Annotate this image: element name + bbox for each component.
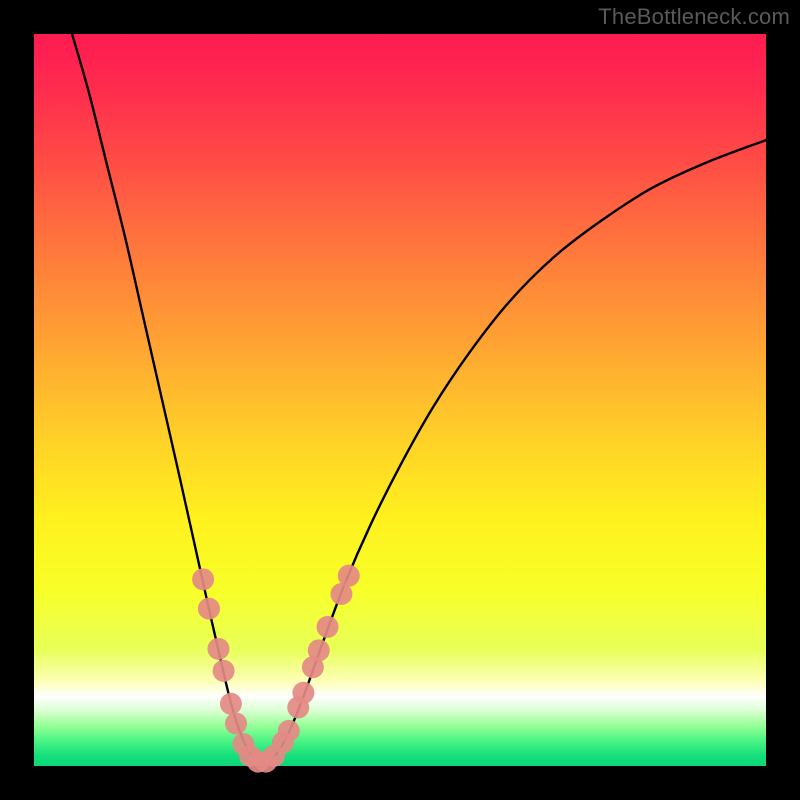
marker-dot — [278, 720, 300, 742]
marker-dot — [207, 638, 229, 660]
marker-dot — [213, 660, 235, 682]
marker-dot — [198, 598, 220, 620]
marker-dot — [308, 639, 330, 661]
marker-dot — [317, 616, 339, 638]
marker-dot — [338, 565, 360, 587]
marker-dot — [292, 682, 314, 704]
marker-dot — [225, 713, 247, 735]
curve-markers — [192, 565, 360, 773]
watermark-text: TheBottleneck.com — [598, 4, 790, 30]
figure-canvas: TheBottleneck.com — [0, 0, 800, 800]
bottleneck-curve — [34, 34, 766, 766]
marker-dot — [220, 693, 242, 715]
plot-area — [34, 34, 766, 766]
marker-dot — [192, 568, 214, 590]
